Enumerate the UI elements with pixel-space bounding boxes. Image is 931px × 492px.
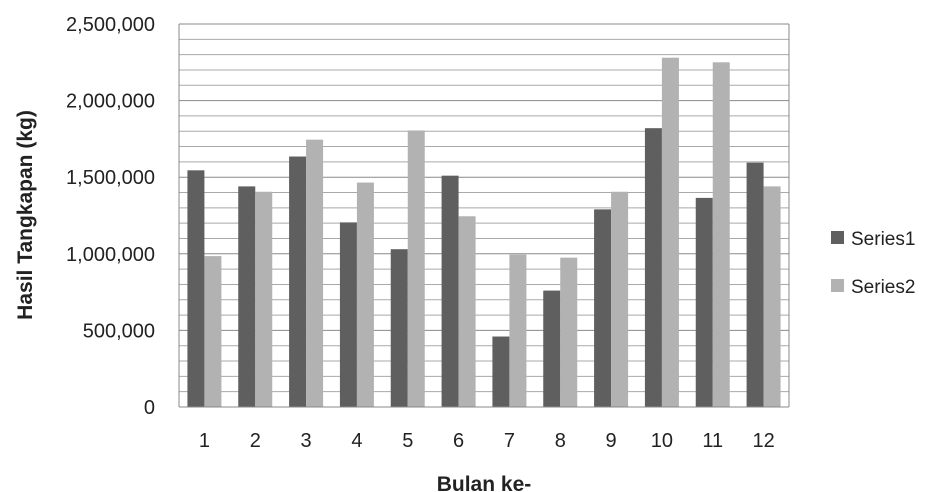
- legend-swatch-series2: [831, 279, 844, 292]
- y-axis-title: Hasil Tangkapan (kg): [14, 110, 37, 320]
- bar-series2-12: [763, 186, 781, 407]
- x-tick-labels: 1 2 3 4 5 6 7 8 9 10 11 12: [199, 430, 775, 452]
- y-tick-label: 0: [144, 397, 155, 419]
- bars: [187, 57, 781, 408]
- legend-swatch-series1: [831, 231, 844, 244]
- bar-series1-5: [390, 249, 408, 407]
- bar-series2-1: [204, 256, 222, 407]
- bar-series1-10: [644, 128, 662, 407]
- bar-series1-9: [594, 209, 612, 407]
- x-tick-label: 3: [301, 430, 312, 452]
- y-tick-label: 1,500,000: [66, 167, 155, 189]
- x-tick-label: 4: [351, 430, 362, 452]
- bar-series1-4: [339, 222, 357, 407]
- bar-series1-6: [441, 175, 459, 407]
- bar-series2-5: [407, 130, 425, 407]
- x-axis-title: Bulan ke-: [437, 473, 532, 492]
- gridlines: [179, 23, 790, 408]
- legend: Series1 Series2: [831, 229, 915, 298]
- bar-series2-7: [509, 254, 527, 407]
- x-tick-label: 10: [651, 430, 673, 452]
- bar-series1-12: [746, 162, 764, 407]
- x-tick-label: 2: [250, 430, 261, 452]
- y-tick-labels: 0 500,000 1,000,000 1,500,000 2,000,000 2,500…: [66, 14, 155, 419]
- x-tick-label: 1: [199, 430, 210, 452]
- legend-label-series1: Series1: [851, 229, 915, 250]
- legend-label-series2: Series2: [851, 277, 915, 298]
- bar-series2-8: [560, 257, 578, 407]
- y-tick-label: 2,000,000: [66, 91, 155, 113]
- x-tick-label: 12: [752, 430, 774, 452]
- x-tick-label: 9: [606, 430, 617, 452]
- x-tick-label: 6: [453, 430, 464, 452]
- x-tick-label: 8: [555, 430, 566, 452]
- bar-series2-10: [661, 57, 679, 407]
- bar-series1-1: [187, 170, 205, 407]
- bar-series1-2: [238, 186, 256, 407]
- y-tick-label: 1,000,000: [66, 244, 155, 266]
- bar-series2-9: [611, 191, 629, 407]
- bar-series2-11: [712, 62, 730, 408]
- axes: [178, 24, 789, 408]
- y-tick-label: 500,000: [83, 320, 155, 342]
- x-tick-label: 11: [702, 430, 723, 452]
- bar-series2-6: [458, 216, 476, 407]
- x-tick-label: 7: [504, 430, 515, 452]
- bar-series1-7: [492, 336, 510, 407]
- x-tick-label: 5: [402, 430, 413, 452]
- y-tick-label: 2,500,000: [66, 14, 155, 36]
- bar-series1-8: [543, 290, 561, 407]
- bar-series2-2: [255, 191, 273, 407]
- bar-series1-3: [289, 156, 307, 407]
- bar-series1-11: [695, 197, 713, 407]
- bar-series2-4: [356, 182, 374, 407]
- bar-series2-3: [306, 139, 324, 407]
